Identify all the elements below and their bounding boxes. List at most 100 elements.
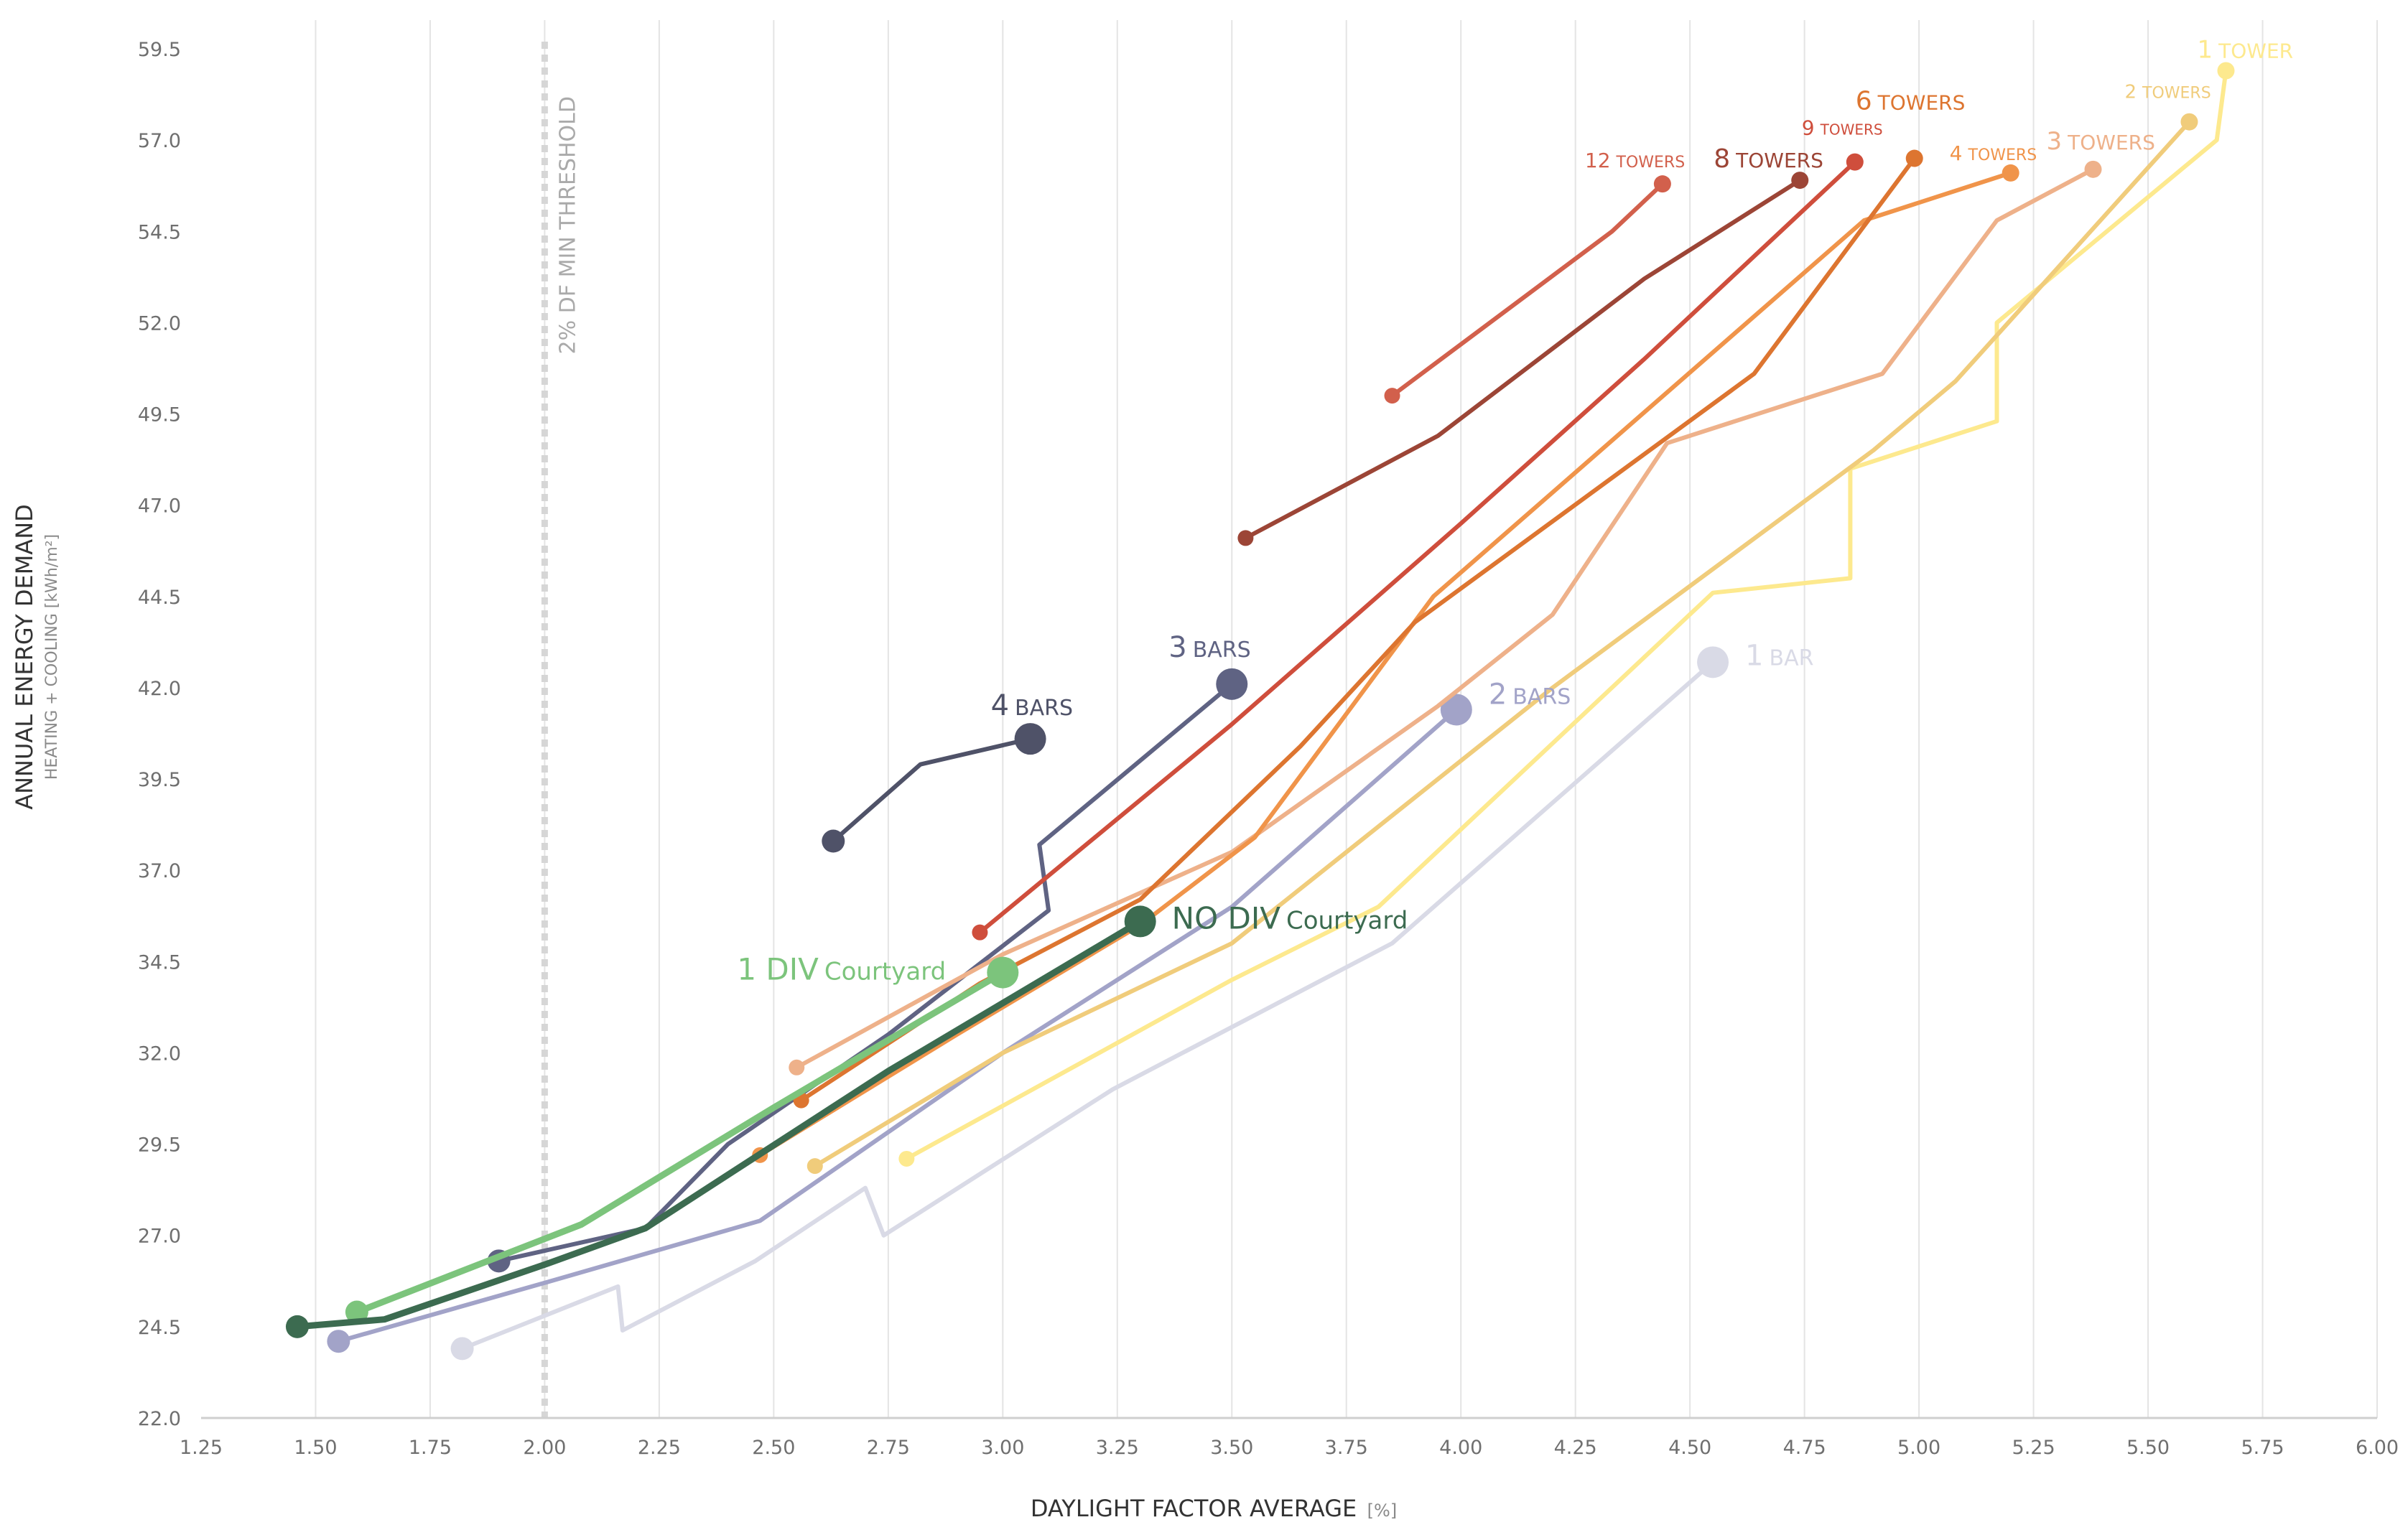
x-tick-label: 3.75 (1325, 1437, 1368, 1459)
series-label-rest: TOWERS (1820, 121, 1883, 139)
x-tick-label: 1.25 (180, 1437, 223, 1459)
x-tick-label: 1.75 (409, 1437, 452, 1459)
series-label-rest: BARS (1193, 638, 1251, 663)
series-start-point (972, 924, 988, 941)
series-label-2-towers: 2 TOWERS (2124, 82, 2211, 103)
series-line-2-towers (812, 119, 2192, 1169)
series-start-point (345, 1300, 368, 1324)
series-start-point (806, 1158, 823, 1175)
series-label-main: 1 (1745, 639, 1763, 672)
x-tick-label: 5.75 (2241, 1437, 2284, 1459)
series-end-point (987, 956, 1019, 989)
series-9-towers (972, 153, 1864, 941)
x-axis-title: DAYLIGHT FACTOR AVERAGE [%] (1031, 1495, 1397, 1522)
y-tick-label: 22.0 (138, 1408, 181, 1430)
series-end-point (2217, 62, 2235, 80)
y-tick-label: 59.5 (138, 39, 181, 61)
x-tick-label: 5.25 (2012, 1437, 2055, 1459)
x-tick-label: 2.75 (867, 1437, 910, 1459)
series-label-1-bar: 1 BAR (1745, 639, 1813, 672)
series-label-3-bars: 3 BARS (1168, 631, 1250, 664)
series-end-point (1846, 153, 1864, 171)
grid (315, 20, 2378, 1418)
series-end-point (1905, 149, 1923, 167)
x-axis-unit: [%] (1367, 1501, 1398, 1521)
y-tick-label: 34.5 (138, 951, 181, 974)
series-8-towers (1237, 172, 1809, 546)
series-label-rest: Courtyard (1286, 906, 1408, 935)
series-line-9-towers (977, 159, 1857, 935)
series-4-bars (822, 723, 1046, 853)
series-end-point (2180, 113, 2198, 131)
y-tick-label: 37.0 (138, 860, 181, 882)
series-label-1-tower: 1 TOWER (2197, 36, 2293, 65)
series-line-4-towers (758, 170, 2013, 1157)
series-line-no-div-courtyard (294, 918, 1144, 1330)
x-tick-label: 1.50 (294, 1437, 337, 1459)
series-label-rest: TOWERS (2142, 85, 2211, 103)
series-label-main: 9 (1802, 116, 1815, 140)
y-axis-label: ANNUAL ENERGY DEMAND (11, 504, 38, 810)
svg-text:DAYLIGHT FACTOR AVERAGE: DAYLIGHT FACTOR AVERAGE [%] (1031, 1495, 1397, 1522)
series-label-rest: TOWERS (1735, 149, 1823, 172)
x-tick-label: 5.00 (1897, 1437, 1940, 1459)
y-tick-label: 47.0 (138, 495, 181, 518)
series-line-12-towers (1390, 182, 1665, 398)
y-axis-ticks: 22.0 24.5 27.0 29.5 32.0 34.5 37.0 39.5 42.0 44.5… (138, 39, 181, 1430)
series-3-towers (789, 160, 2102, 1076)
series-1-tower (898, 62, 2235, 1167)
series-label-8-towers: 8 TOWERS (1714, 144, 1823, 174)
y-tick-label: 57.0 (138, 130, 181, 152)
y-tick-label: 32.0 (138, 1042, 181, 1065)
y-tick-label: 24.5 (138, 1317, 181, 1339)
series-label-rest: TOWER (2218, 39, 2293, 63)
series-label-main: 4 (991, 689, 1009, 722)
series-line-1-tower (904, 68, 2228, 1161)
series-end-point (1697, 646, 1729, 678)
series-label-12-towers: 12 TOWERS (1585, 149, 1685, 172)
series-line-3-towers (794, 167, 2096, 1070)
y-tick-label: 54.5 (138, 221, 181, 243)
series-4-towers (752, 164, 2019, 1163)
series-line-1-div-courtyard (353, 969, 1006, 1315)
x-axis-ticks: 1.25 1.50 1.75 2.00 2.25 2.50 2.75 3.00 3.25 3.50… (180, 1437, 2399, 1459)
threshold-line-group: 2% DF MIN THRESHOLD (541, 42, 580, 1418)
series-line-2-bars (336, 707, 1459, 1344)
series-label-4-towers: 4 TOWERS (1950, 141, 2037, 165)
series-label-main: NO DIV (1172, 900, 1281, 936)
series-start-point (822, 829, 845, 853)
series-label-4-bars: 4 BARS (991, 689, 1073, 722)
x-tick-label: 2.50 (752, 1437, 795, 1459)
series-label-rest: Courtyard (824, 958, 946, 986)
x-tick-label: 3.50 (1210, 1437, 1253, 1459)
y-tick-label: 42.0 (138, 678, 181, 700)
series-end-point (1791, 172, 1809, 190)
series-start-point (450, 1337, 474, 1361)
y-tick-label: 49.5 (138, 404, 181, 426)
series-label-main: 4 (1950, 141, 1963, 165)
series-label-main: 1 DIV (737, 952, 819, 987)
series-label-3-towers: 3 TOWERS (2047, 127, 2155, 156)
y-tick-label: 44.5 (138, 587, 181, 609)
series-no-div-courtyard (285, 905, 1156, 1338)
series-line-4-bars (831, 737, 1033, 844)
y-tick-label: 39.5 (138, 769, 181, 791)
series-label-main: 8 (1714, 144, 1730, 174)
series-end-point (1653, 175, 1671, 193)
series-label-rest: BARS (1512, 684, 1571, 709)
y-axis-sublabel: HEATING + COOLING [kWh/m²] (43, 534, 61, 780)
series-label-main: 3 (1168, 631, 1186, 664)
x-tick-label: 6.00 (2356, 1437, 2399, 1459)
series-label-rest: BARS (1015, 696, 1073, 721)
series-end-point (2002, 164, 2019, 182)
series-label-main: 6 (1856, 87, 1872, 116)
y-tick-label: 27.0 (138, 1226, 181, 1248)
x-tick-label: 4.75 (1783, 1437, 1826, 1459)
series-line-8-towers (1243, 178, 1803, 541)
series-end-point (1216, 668, 1248, 700)
series-1-bar (450, 646, 1729, 1361)
series-label-rest: BAR (1770, 645, 1814, 671)
series-2-towers (806, 113, 2198, 1175)
